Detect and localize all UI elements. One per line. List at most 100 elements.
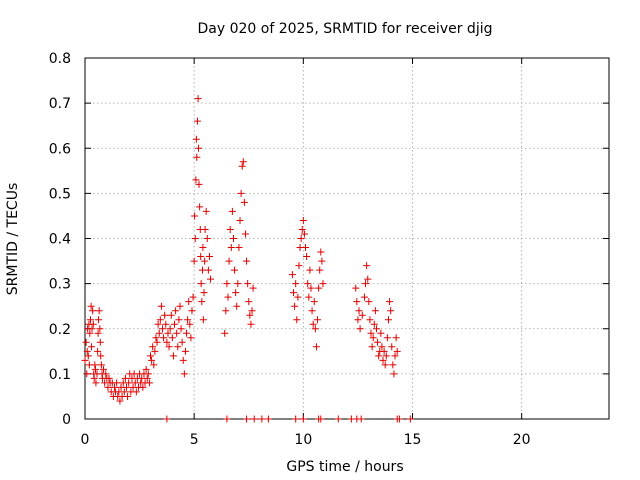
data-point	[246, 311, 254, 319]
data-point	[162, 320, 170, 328]
data-point	[189, 293, 197, 301]
data-point	[292, 280, 300, 288]
data-point	[161, 311, 169, 319]
data-point	[317, 248, 325, 256]
data-point	[150, 361, 158, 369]
data-point	[299, 415, 307, 423]
data-point	[147, 352, 154, 360]
data-point	[244, 280, 252, 288]
data-point	[97, 361, 105, 369]
data-point	[149, 343, 157, 351]
data-point	[290, 289, 298, 297]
data-point	[389, 361, 397, 369]
data-point	[238, 162, 246, 170]
data-point	[207, 275, 215, 283]
data-point	[104, 383, 112, 391]
data-point	[204, 266, 212, 274]
x-axis-label: GPS time / hours	[286, 459, 403, 475]
data-point	[236, 216, 244, 224]
data-point	[315, 284, 323, 292]
data-point	[383, 334, 391, 342]
data-point	[360, 293, 368, 301]
data-point	[88, 343, 96, 351]
data-point	[89, 307, 97, 315]
data-point	[185, 298, 193, 306]
data-point	[197, 280, 205, 288]
data-point	[314, 316, 322, 324]
x-tick-label: 10	[294, 432, 312, 448]
data-point	[225, 257, 233, 265]
data-point	[163, 415, 171, 423]
x-tick-labels: 0 5 10 15 20	[81, 432, 531, 448]
data-point	[132, 388, 140, 396]
y-tick-label: 0.7	[49, 96, 71, 112]
data-point	[379, 356, 387, 364]
data-point	[303, 253, 311, 261]
data-point	[239, 158, 247, 166]
data-point	[312, 343, 320, 351]
data-point	[164, 329, 172, 337]
data-point	[177, 325, 185, 333]
chart-title: Day 020 of 2025, SRMTID for receiver dji…	[198, 21, 493, 37]
y-tick-label: 0.6	[49, 141, 71, 157]
x-tick-label: 0	[81, 432, 90, 448]
data-point	[122, 383, 130, 391]
data-point	[307, 284, 315, 292]
data-point	[169, 352, 177, 360]
x-tick-label: 15	[404, 432, 422, 448]
data-point	[300, 230, 308, 238]
data-point	[153, 338, 161, 346]
data-point	[91, 365, 99, 373]
data-point	[197, 253, 205, 261]
data-point	[200, 289, 208, 297]
data-point	[151, 347, 159, 355]
data-point	[295, 262, 303, 270]
data-point	[192, 176, 200, 184]
data-point	[234, 280, 242, 288]
data-point	[94, 329, 102, 337]
data-point	[357, 415, 365, 423]
data-point	[86, 329, 94, 337]
data-point	[226, 225, 234, 233]
data-point	[228, 207, 236, 215]
data-point	[139, 383, 147, 391]
data-point	[294, 293, 302, 301]
data-point	[372, 325, 380, 333]
data-point	[298, 225, 306, 233]
data-point	[288, 271, 296, 279]
data-point	[369, 334, 377, 342]
data-point	[381, 361, 389, 369]
data-point	[305, 293, 313, 301]
data-point	[202, 207, 210, 215]
data-point	[175, 316, 183, 324]
data-point	[100, 365, 108, 373]
grid-lines	[85, 58, 609, 419]
data-point	[87, 302, 95, 310]
data-point	[154, 320, 162, 328]
data-point	[240, 198, 248, 206]
data-point	[174, 343, 182, 351]
data-point	[195, 144, 203, 152]
data-point	[222, 307, 230, 315]
data-point	[334, 415, 342, 423]
data-point	[235, 244, 243, 252]
data-point	[317, 415, 325, 423]
data-point	[199, 316, 207, 324]
data-point	[191, 212, 199, 220]
data-point	[243, 257, 251, 265]
data-point	[292, 415, 300, 423]
y-tick-label: 0.5	[49, 186, 71, 202]
data-point	[297, 235, 305, 242]
data-point	[173, 329, 181, 337]
data-point	[168, 334, 176, 342]
data-point	[380, 347, 388, 355]
data-point	[102, 370, 110, 378]
data-point	[159, 325, 167, 333]
data-point	[368, 343, 376, 351]
y-tick-labels: 0 0.1 0.2 0.3 0.4 0.5 0.6 0.7 0.8	[49, 51, 71, 428]
data-point	[181, 347, 189, 355]
data-point	[308, 307, 316, 315]
data-point	[387, 307, 395, 315]
data-point	[156, 316, 164, 324]
